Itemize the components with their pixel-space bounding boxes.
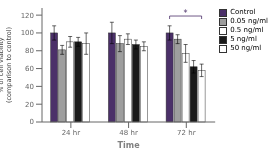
svg-text:72 hr: 72 hr [177,129,196,137]
svg-text:100: 100 [21,29,34,37]
svg-text:% of cell viability(comparison: % of cell viability(comparison to contro… [8,27,13,103]
html-text:50 ng/ml: 50 ng/ml [230,44,262,52]
html-text:0.5 ng/ml: 0.5 ng/ml [230,26,264,34]
html-text:5 ng/ml: 5 ng/ml [230,35,257,43]
svg-text:80: 80 [25,47,34,55]
svg-text:24 hr: 24 hr [62,129,81,137]
svg-text:120: 120 [21,12,34,20]
svg-text:48 hr: 48 hr [119,129,138,137]
svg-text:60: 60 [25,65,34,73]
html-text:0.05 ng/ml: 0.05 ng/ml [230,17,268,25]
svg-text:*: * [184,9,188,18]
svg-text:20: 20 [25,101,34,109]
svg-text:Time: Time [118,141,141,150]
svg-text:0: 0 [30,118,34,126]
html-text:Control: Control [230,8,256,16]
svg-text:40: 40 [25,83,34,91]
